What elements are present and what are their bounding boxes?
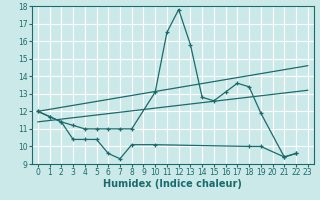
- X-axis label: Humidex (Indice chaleur): Humidex (Indice chaleur): [103, 179, 242, 189]
